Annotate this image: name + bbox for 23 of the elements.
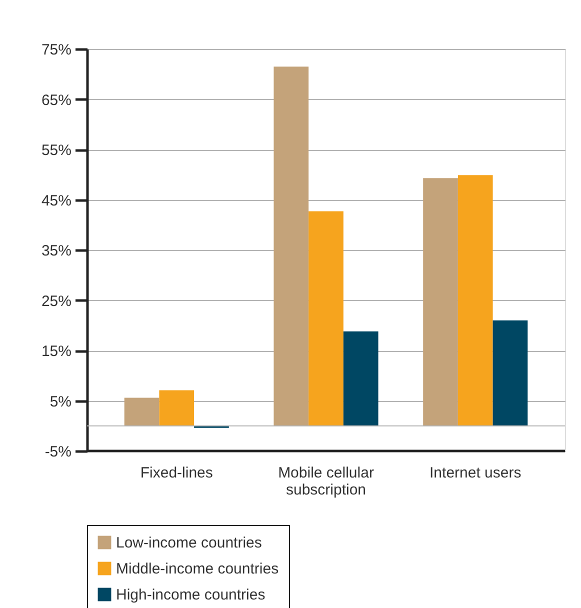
- legend-label: Middle-income countries: [116, 560, 279, 578]
- y-tick-label: -5%: [44, 444, 72, 460]
- y-tick-label: 25%: [41, 292, 72, 310]
- bar: [159, 390, 194, 426]
- bar: [124, 398, 160, 426]
- y-tick-label: 75%: [41, 42, 72, 58]
- y-tick-label: 35%: [41, 242, 72, 260]
- bar: [458, 175, 493, 426]
- y-tick-label: 65%: [41, 92, 72, 109]
- bar: [274, 66, 309, 426]
- legend-label: Low-income countries: [116, 534, 262, 552]
- y-tick-label: 55%: [41, 142, 72, 159]
- y-tick-label: 5%: [50, 393, 72, 410]
- x-tick-label: Mobile cellular subscription: [278, 464, 374, 498]
- bar: [492, 320, 528, 426]
- y-tick-label: 45%: [41, 192, 72, 210]
- bar: [343, 331, 378, 426]
- legend-label: High-income countries: [116, 586, 266, 604]
- x-tick-label: Internet users: [430, 464, 522, 482]
- bar: [308, 211, 344, 426]
- y-tick-label: 15%: [41, 343, 72, 360]
- bar: [423, 178, 458, 426]
- x-tick-label: Fixed-lines: [140, 464, 213, 482]
